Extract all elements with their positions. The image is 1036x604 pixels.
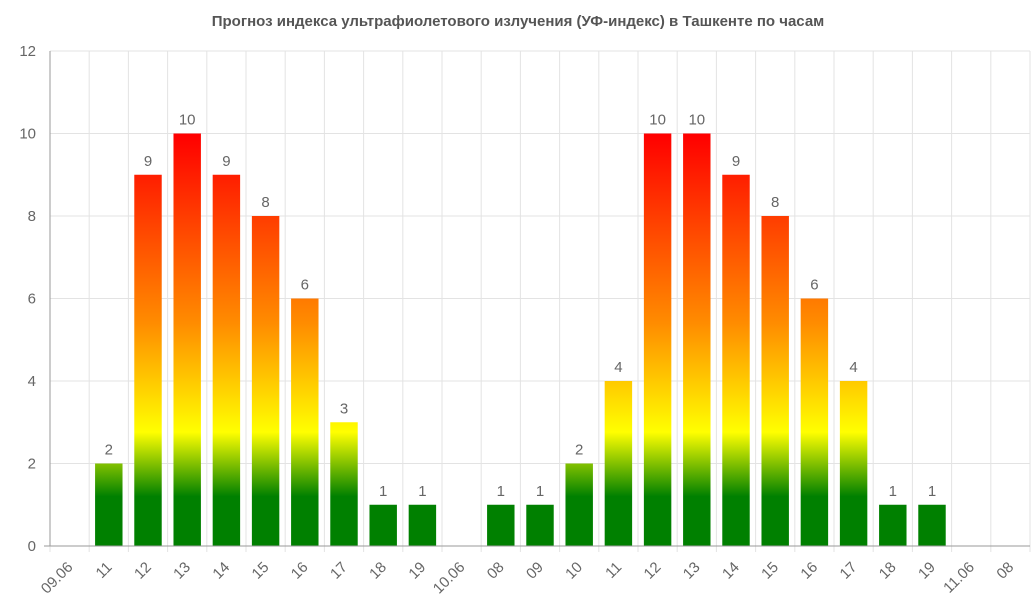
x-tick-label: 13 [680,559,704,583]
x-tick-label: 16 [797,559,821,583]
bar-value-label: 1 [536,483,544,500]
uv-bar [604,381,633,546]
bar-value-label: 2 [575,442,583,459]
uv-bar [291,298,319,546]
x-tick-label: 15 [758,559,782,583]
bar-value-label: 3 [340,400,348,417]
bar-value-label: 9 [144,153,152,170]
bar-value-label: 9 [732,153,740,170]
x-tick-label: 15 [249,559,273,583]
x-tick-label: 19 [915,559,939,583]
uv-bar [643,133,672,546]
x-tick-label: 10 [562,559,586,583]
bar-value-label: 2 [105,442,113,459]
x-tick-label: 08 [484,559,508,583]
data-labels: 2 9 10 9 8 6 3 1 1 1 1 2 4 10 10 9 8 6 4 1 1 [105,112,937,500]
uv-bar [800,298,829,546]
x-tick-label: 11 [602,559,625,582]
x-tick-label: 11 [93,559,116,582]
bar-value-label: 1 [497,483,505,500]
uv-bar [722,174,750,546]
bar-value-label: 8 [261,194,269,211]
x-tick-label: 09 [523,559,547,583]
bar-value-label: 4 [614,359,622,376]
bar-value-label: 1 [379,483,387,500]
y-tick-label: 8 [28,208,36,225]
grid-lines [49,50,1031,552]
y-tick-label: 12 [19,43,36,60]
x-tick-label: 12 [131,559,155,583]
uv-bar [173,133,201,546]
y-tick-label: 0 [28,538,36,555]
x-tick-label: 09.06 [38,559,77,598]
bar-value-label: 6 [810,277,818,294]
uv-bar [761,216,789,546]
y-tick-label: 10 [19,126,36,143]
uv-bar [408,504,437,546]
x-tick-label: 10.06 [430,559,469,598]
uv-bar [369,504,397,546]
x-tick-label: 17 [837,559,861,583]
uv-bar [526,504,554,546]
uv-bar [683,133,711,546]
bar-value-label: 9 [222,153,230,170]
y-tick-label: 4 [28,373,36,390]
bar-value-label: 10 [649,112,666,129]
uv-bar [879,504,907,546]
bar-value-label: 1 [418,483,426,500]
x-tick-label: 11.06 [940,559,978,597]
uv-bar [918,504,946,546]
x-tick-label: 08 [993,559,1017,583]
bar-value-label: 10 [179,112,196,129]
bar-value-label: 4 [849,359,857,376]
uv-bar [95,463,123,546]
uv-bar [251,216,280,546]
bar-value-label: 1 [889,483,897,500]
bar-value-label: 10 [688,112,705,129]
uv-bar [565,463,593,546]
x-tick-label: 17 [327,559,351,583]
bar-value-label: 1 [928,483,936,500]
y-tick-label: 6 [28,291,36,308]
uv-bar [134,174,162,546]
uv-bar [330,422,358,546]
x-tick-label: 16 [288,559,312,583]
bars [95,133,946,546]
y-tick-label: 2 [28,456,36,473]
x-tick-label: 14 [209,559,233,583]
x-tick-label: 12 [641,559,665,583]
uv-bar [212,174,241,546]
x-tick-label: 18 [366,559,390,583]
x-tick-label: 14 [719,559,743,583]
x-tick-label: 13 [170,559,194,583]
chart-title: Прогноз индекса ультрафиолетового излуче… [211,13,825,30]
uv-bar [487,504,515,546]
x-tick-label: 19 [405,559,429,583]
bar-value-label: 6 [301,277,309,294]
bar-value-label: 8 [771,194,779,211]
x-tick-label: 18 [876,559,900,583]
uv-bar [839,381,868,546]
